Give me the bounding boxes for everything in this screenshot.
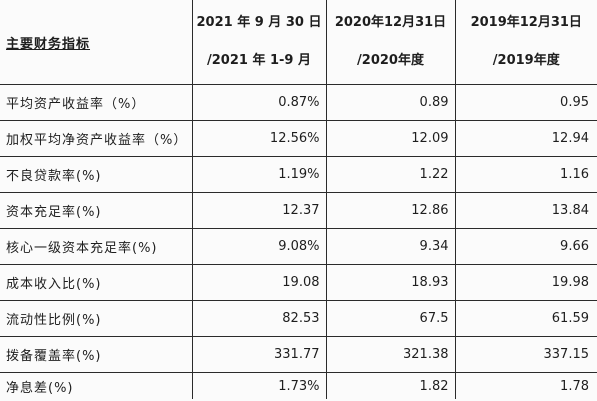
value-cell: 67.5 bbox=[325, 300, 456, 337]
period-date: 2019年12月31日 bbox=[470, 15, 582, 30]
period-header-2019: 2019年12月31日 /2019年度 bbox=[454, 0, 597, 85]
table-row: 净息差(%) 1.73% 1.82 1.78 bbox=[0, 372, 597, 399]
value-cell: 61.59 bbox=[454, 300, 597, 337]
table-row: 成本收入比(%) 19.08 18.93 19.98 bbox=[0, 264, 597, 301]
row-label: 平均资产收益率（%） bbox=[0, 84, 193, 121]
value-cell: 0.95 bbox=[454, 84, 597, 121]
period-header-2020: 2020年12月31日 /2020年度 bbox=[325, 0, 456, 85]
row-label: 核心一级资本充足率(%) bbox=[0, 228, 193, 265]
period-range: /2019年度 bbox=[492, 53, 560, 68]
period-date: 2020年12月31日 bbox=[334, 15, 447, 30]
value-cell: 1.73% bbox=[191, 372, 327, 399]
table-row: 资本充足率(%) 12.37 12.86 13.84 bbox=[0, 192, 597, 229]
row-label: 不良贷款率(%) bbox=[0, 156, 193, 193]
row-label: 资本充足率(%) bbox=[0, 192, 193, 229]
period-range: /2020年度 bbox=[357, 53, 424, 68]
value-cell: 9.34 bbox=[325, 228, 456, 265]
value-cell: 18.93 bbox=[325, 264, 456, 301]
period-date: 2021 年 9 月 30 日 bbox=[196, 15, 322, 30]
row-label: 加权平均净资产收益率（%） bbox=[0, 120, 193, 157]
value-cell: 12.37 bbox=[191, 192, 327, 229]
value-cell: 12.86 bbox=[325, 192, 456, 229]
value-cell: 19.08 bbox=[191, 264, 327, 301]
value-cell: 1.16 bbox=[454, 156, 597, 193]
value-cell: 1.22 bbox=[325, 156, 456, 193]
table-row: 不良贷款率(%) 1.19% 1.22 1.16 bbox=[0, 156, 597, 193]
table-row: 平均资产收益率（%） 0.87% 0.89 0.95 bbox=[0, 84, 597, 121]
value-cell: 12.94 bbox=[454, 120, 597, 157]
value-cell: 1.82 bbox=[325, 372, 456, 399]
period-header-2021: 2021 年 9 月 30 日 /2021 年 1-9 月 bbox=[191, 0, 327, 85]
table-title-cell: 主要财务指标 bbox=[0, 0, 193, 85]
value-cell: 0.89 bbox=[325, 84, 456, 121]
value-cell: 0.87% bbox=[191, 84, 327, 121]
value-cell: 9.08% bbox=[191, 228, 327, 265]
value-cell: 13.84 bbox=[454, 192, 597, 229]
value-cell: 1.19% bbox=[191, 156, 327, 193]
table-row: 流动性比例(%) 82.53 67.5 61.59 bbox=[0, 300, 597, 337]
value-cell: 12.09 bbox=[325, 120, 456, 157]
row-label: 成本收入比(%) bbox=[0, 264, 193, 301]
table-row: 核心一级资本充足率(%) 9.08% 9.34 9.66 bbox=[0, 228, 597, 265]
value-cell: 1.78 bbox=[454, 372, 597, 399]
row-label: 净息差(%) bbox=[0, 372, 193, 399]
value-cell: 19.98 bbox=[454, 264, 597, 301]
value-cell: 321.38 bbox=[325, 336, 456, 373]
value-cell: 331.77 bbox=[191, 336, 327, 373]
period-range: /2021 年 1-9 月 bbox=[207, 53, 311, 68]
value-cell: 337.15 bbox=[454, 336, 597, 373]
value-cell: 82.53 bbox=[191, 300, 327, 337]
table-title: 主要财务指标 bbox=[6, 36, 91, 52]
table-row: 加权平均净资产收益率（%） 12.56% 12.09 12.94 bbox=[0, 120, 597, 157]
table-row: 拨备覆盖率(%) 331.77 321.38 337.15 bbox=[0, 336, 597, 373]
value-cell: 12.56% bbox=[191, 120, 327, 157]
value-cell: 9.66 bbox=[454, 228, 597, 265]
row-label: 拨备覆盖率(%) bbox=[0, 336, 193, 373]
table-header-row: 主要财务指标 2021 年 9 月 30 日 /2021 年 1-9 月 202… bbox=[0, 0, 597, 85]
row-label: 流动性比例(%) bbox=[0, 300, 193, 337]
